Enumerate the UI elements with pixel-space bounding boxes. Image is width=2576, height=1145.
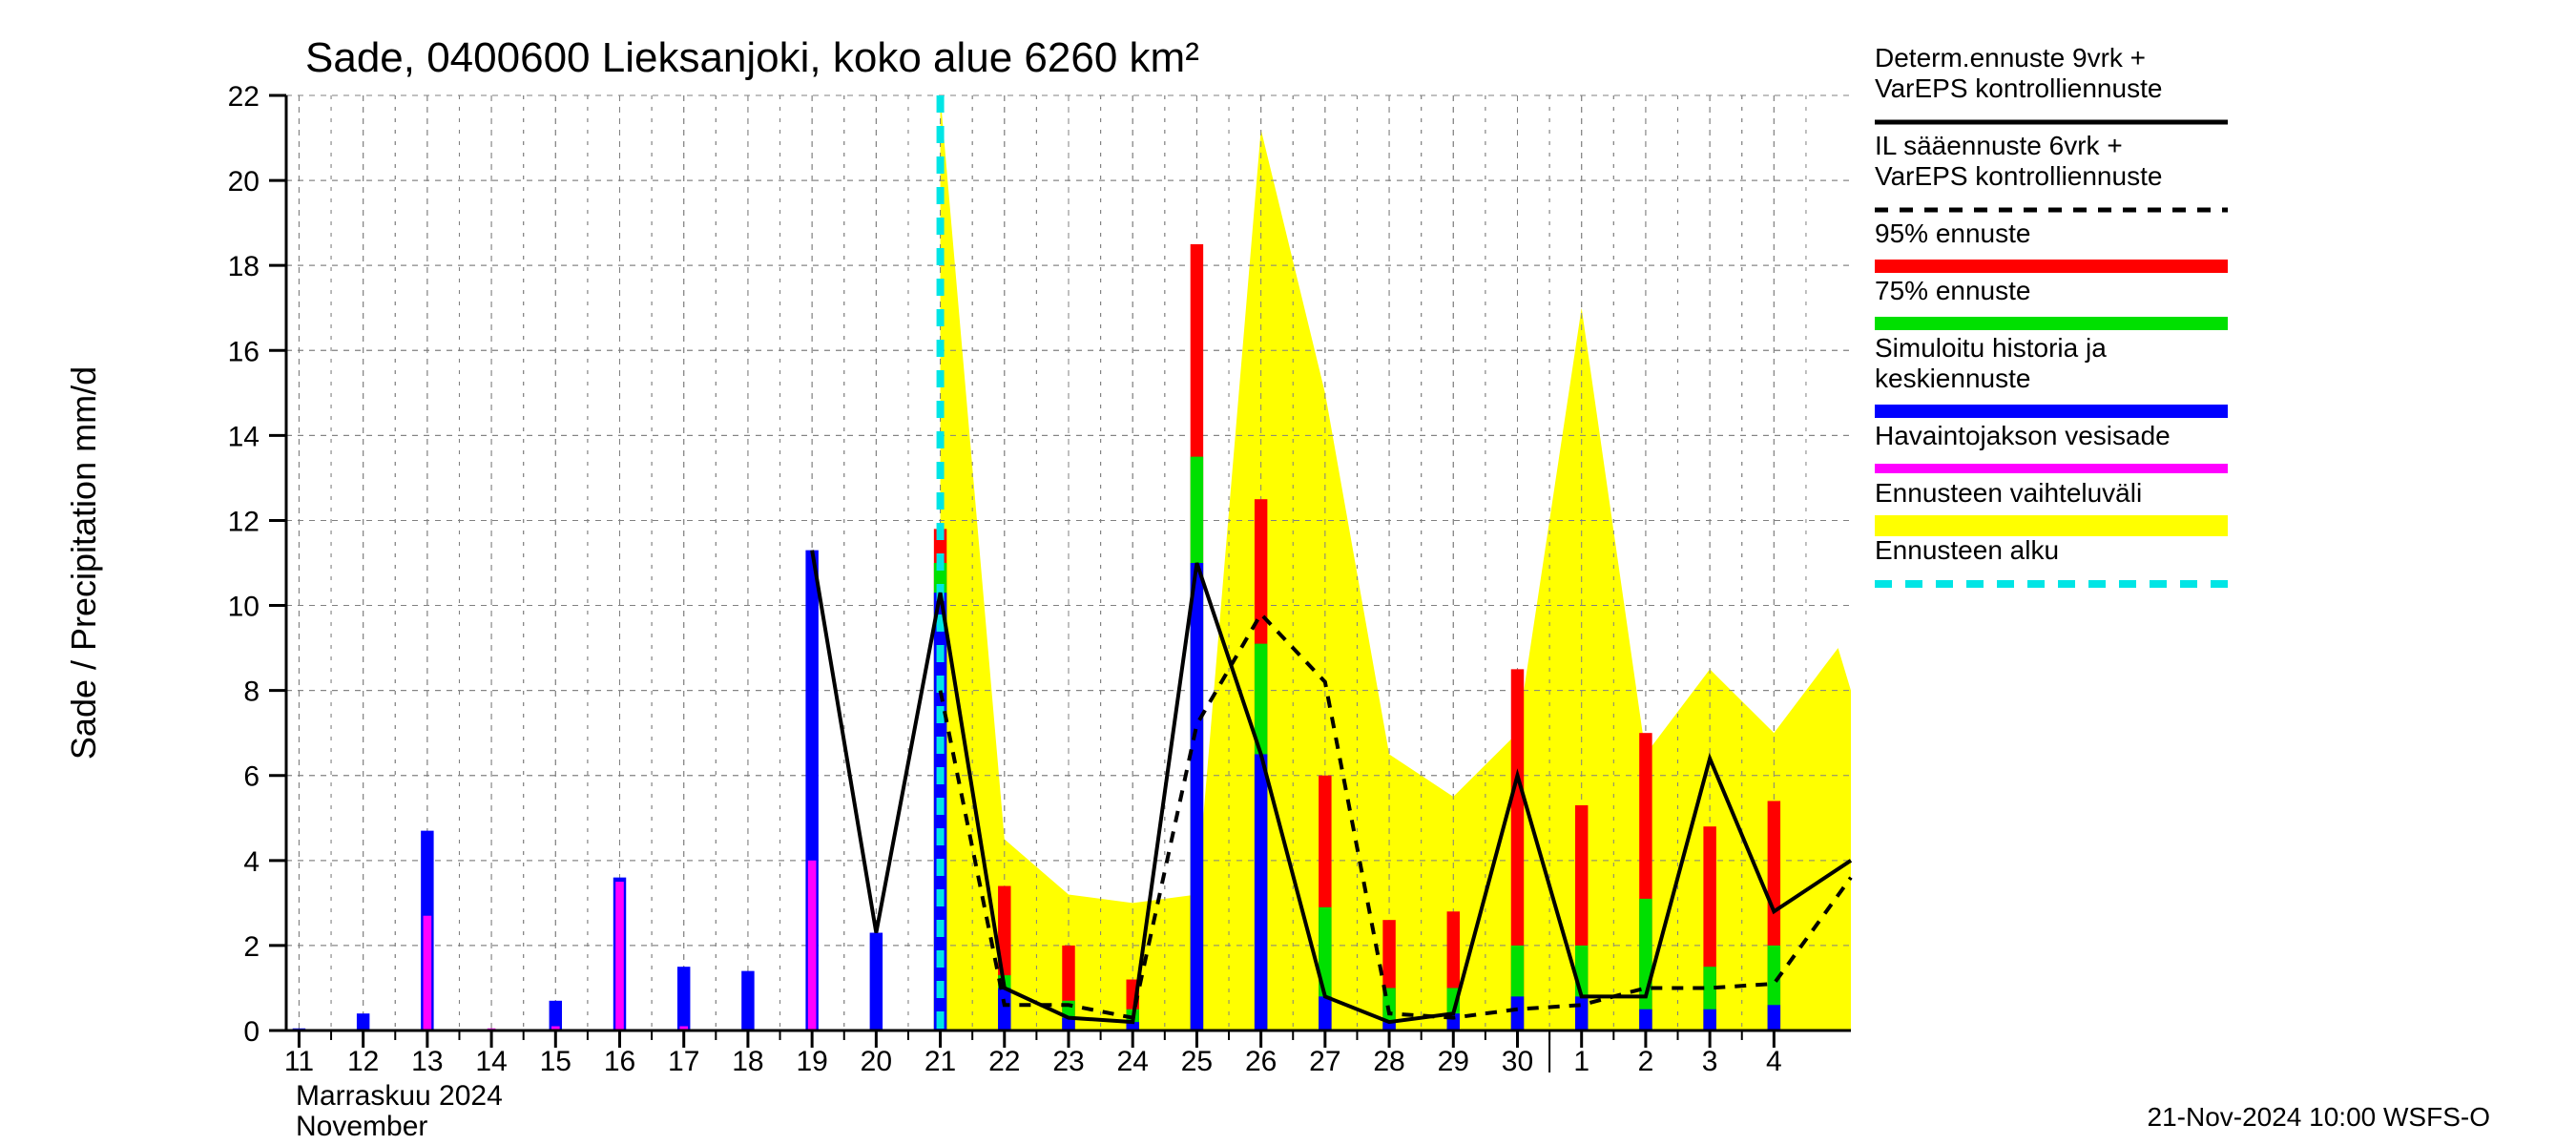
legend-label: Ennusteen vaihteluväli [1875,478,2142,508]
x-tick-label: 27 [1309,1046,1340,1077]
bar-sim [1511,996,1524,1030]
x-tick-label: 17 [668,1046,699,1077]
bar-obs-rain [424,916,432,1030]
x-tick-label: 29 [1438,1046,1469,1077]
bar-obs-rain [808,861,817,1030]
legend-swatch-red [1875,260,2228,273]
x-tick-label: 25 [1181,1046,1213,1077]
y-tick-label: 10 [228,592,260,623]
x-tick-label: 28 [1373,1046,1404,1077]
bar-obs-rain [615,882,624,1030]
bar-sim [550,1001,562,1030]
x-tick-label: 11 [284,1046,314,1077]
legend-label: Determ.ennuste 9vrk + [1875,43,2146,73]
y-tick-label: 16 [228,336,260,367]
bar-sim [677,967,690,1030]
legend-label: VarEPS kontrolliennuste [1875,73,2162,103]
x-tick-label: 18 [732,1046,763,1077]
legend-label: VarEPS kontrolliennuste [1875,161,2162,191]
x-tick-label: 23 [1052,1046,1084,1077]
chart-container: 0246810121416182022111213141516171819202… [0,0,2576,1145]
y-tick-label: 14 [228,421,260,452]
x-tick-label: 22 [988,1046,1020,1077]
legend-label: Ennusteen alku [1875,535,2059,565]
y-tick-label: 18 [228,251,260,282]
x-tick-label: 15 [540,1046,571,1077]
legend-label: 95% ennuste [1875,219,2030,248]
x-tick-label: 24 [1117,1046,1149,1077]
x-tick-label: 3 [1702,1046,1718,1077]
y-tick-label: 22 [228,81,260,113]
y-axis-label: Sade / Precipitation mm/d [64,366,103,760]
y-tick-label: 0 [243,1016,260,1048]
x-tick-label: 12 [347,1046,379,1077]
bar-sim [1639,1010,1652,1030]
x-tick-label: 4 [1766,1046,1782,1077]
x-tick-label: 21 [924,1046,956,1077]
bar-sim [998,988,1010,1030]
bar-sim [1575,996,1588,1030]
x-tick-label: 19 [796,1046,827,1077]
legend-label: keskiennuste [1875,364,2030,393]
bar-sim [870,933,883,1030]
bar-sim [741,971,754,1030]
month-label-fi: Marraskuu 2024 [296,1080,503,1112]
x-tick-label: 2 [1638,1046,1654,1077]
legend-swatch-yellow [1875,515,2228,536]
legend-label: Simuloitu historia ja [1875,333,2107,363]
y-tick-label: 2 [243,931,260,963]
legend-label: Havaintojakson vesisade [1875,421,2171,450]
y-tick-label: 20 [228,166,260,198]
bar-sim [1319,996,1331,1030]
legend-swatch-blue [1875,405,2228,418]
y-tick-label: 6 [243,761,260,793]
x-tick-label: 13 [411,1046,443,1077]
chart-title: Sade, 0400600 Lieksanjoki, koko alue 626… [305,34,1199,81]
legend-label: 75% ennuste [1875,276,2030,305]
chart-svg: 0246810121416182022111213141516171819202… [0,0,2576,1145]
x-tick-label: 20 [861,1046,892,1077]
month-label-en: November [296,1111,427,1142]
x-tick-label: 30 [1502,1046,1533,1077]
bar-sim [1703,1010,1715,1030]
x-tick-label: 16 [604,1046,635,1077]
legend-label: IL sääennuste 6vrk + [1875,131,2123,160]
x-tick-label: 1 [1573,1046,1589,1077]
bar-sim [1768,1005,1780,1030]
footer-timestamp: 21-Nov-2024 10:00 WSFS-O [2148,1102,2491,1132]
bar-sim [1255,754,1267,1030]
x-tick-label: 26 [1245,1046,1277,1077]
bar-sim [1191,563,1203,1030]
y-tick-label: 4 [243,846,260,878]
legend-swatch-green [1875,317,2228,330]
y-tick-label: 12 [228,506,260,537]
bar-sim [357,1013,369,1030]
x-tick-label: 14 [475,1046,507,1077]
y-tick-label: 8 [243,677,260,708]
legend-swatch-magenta [1875,464,2228,473]
